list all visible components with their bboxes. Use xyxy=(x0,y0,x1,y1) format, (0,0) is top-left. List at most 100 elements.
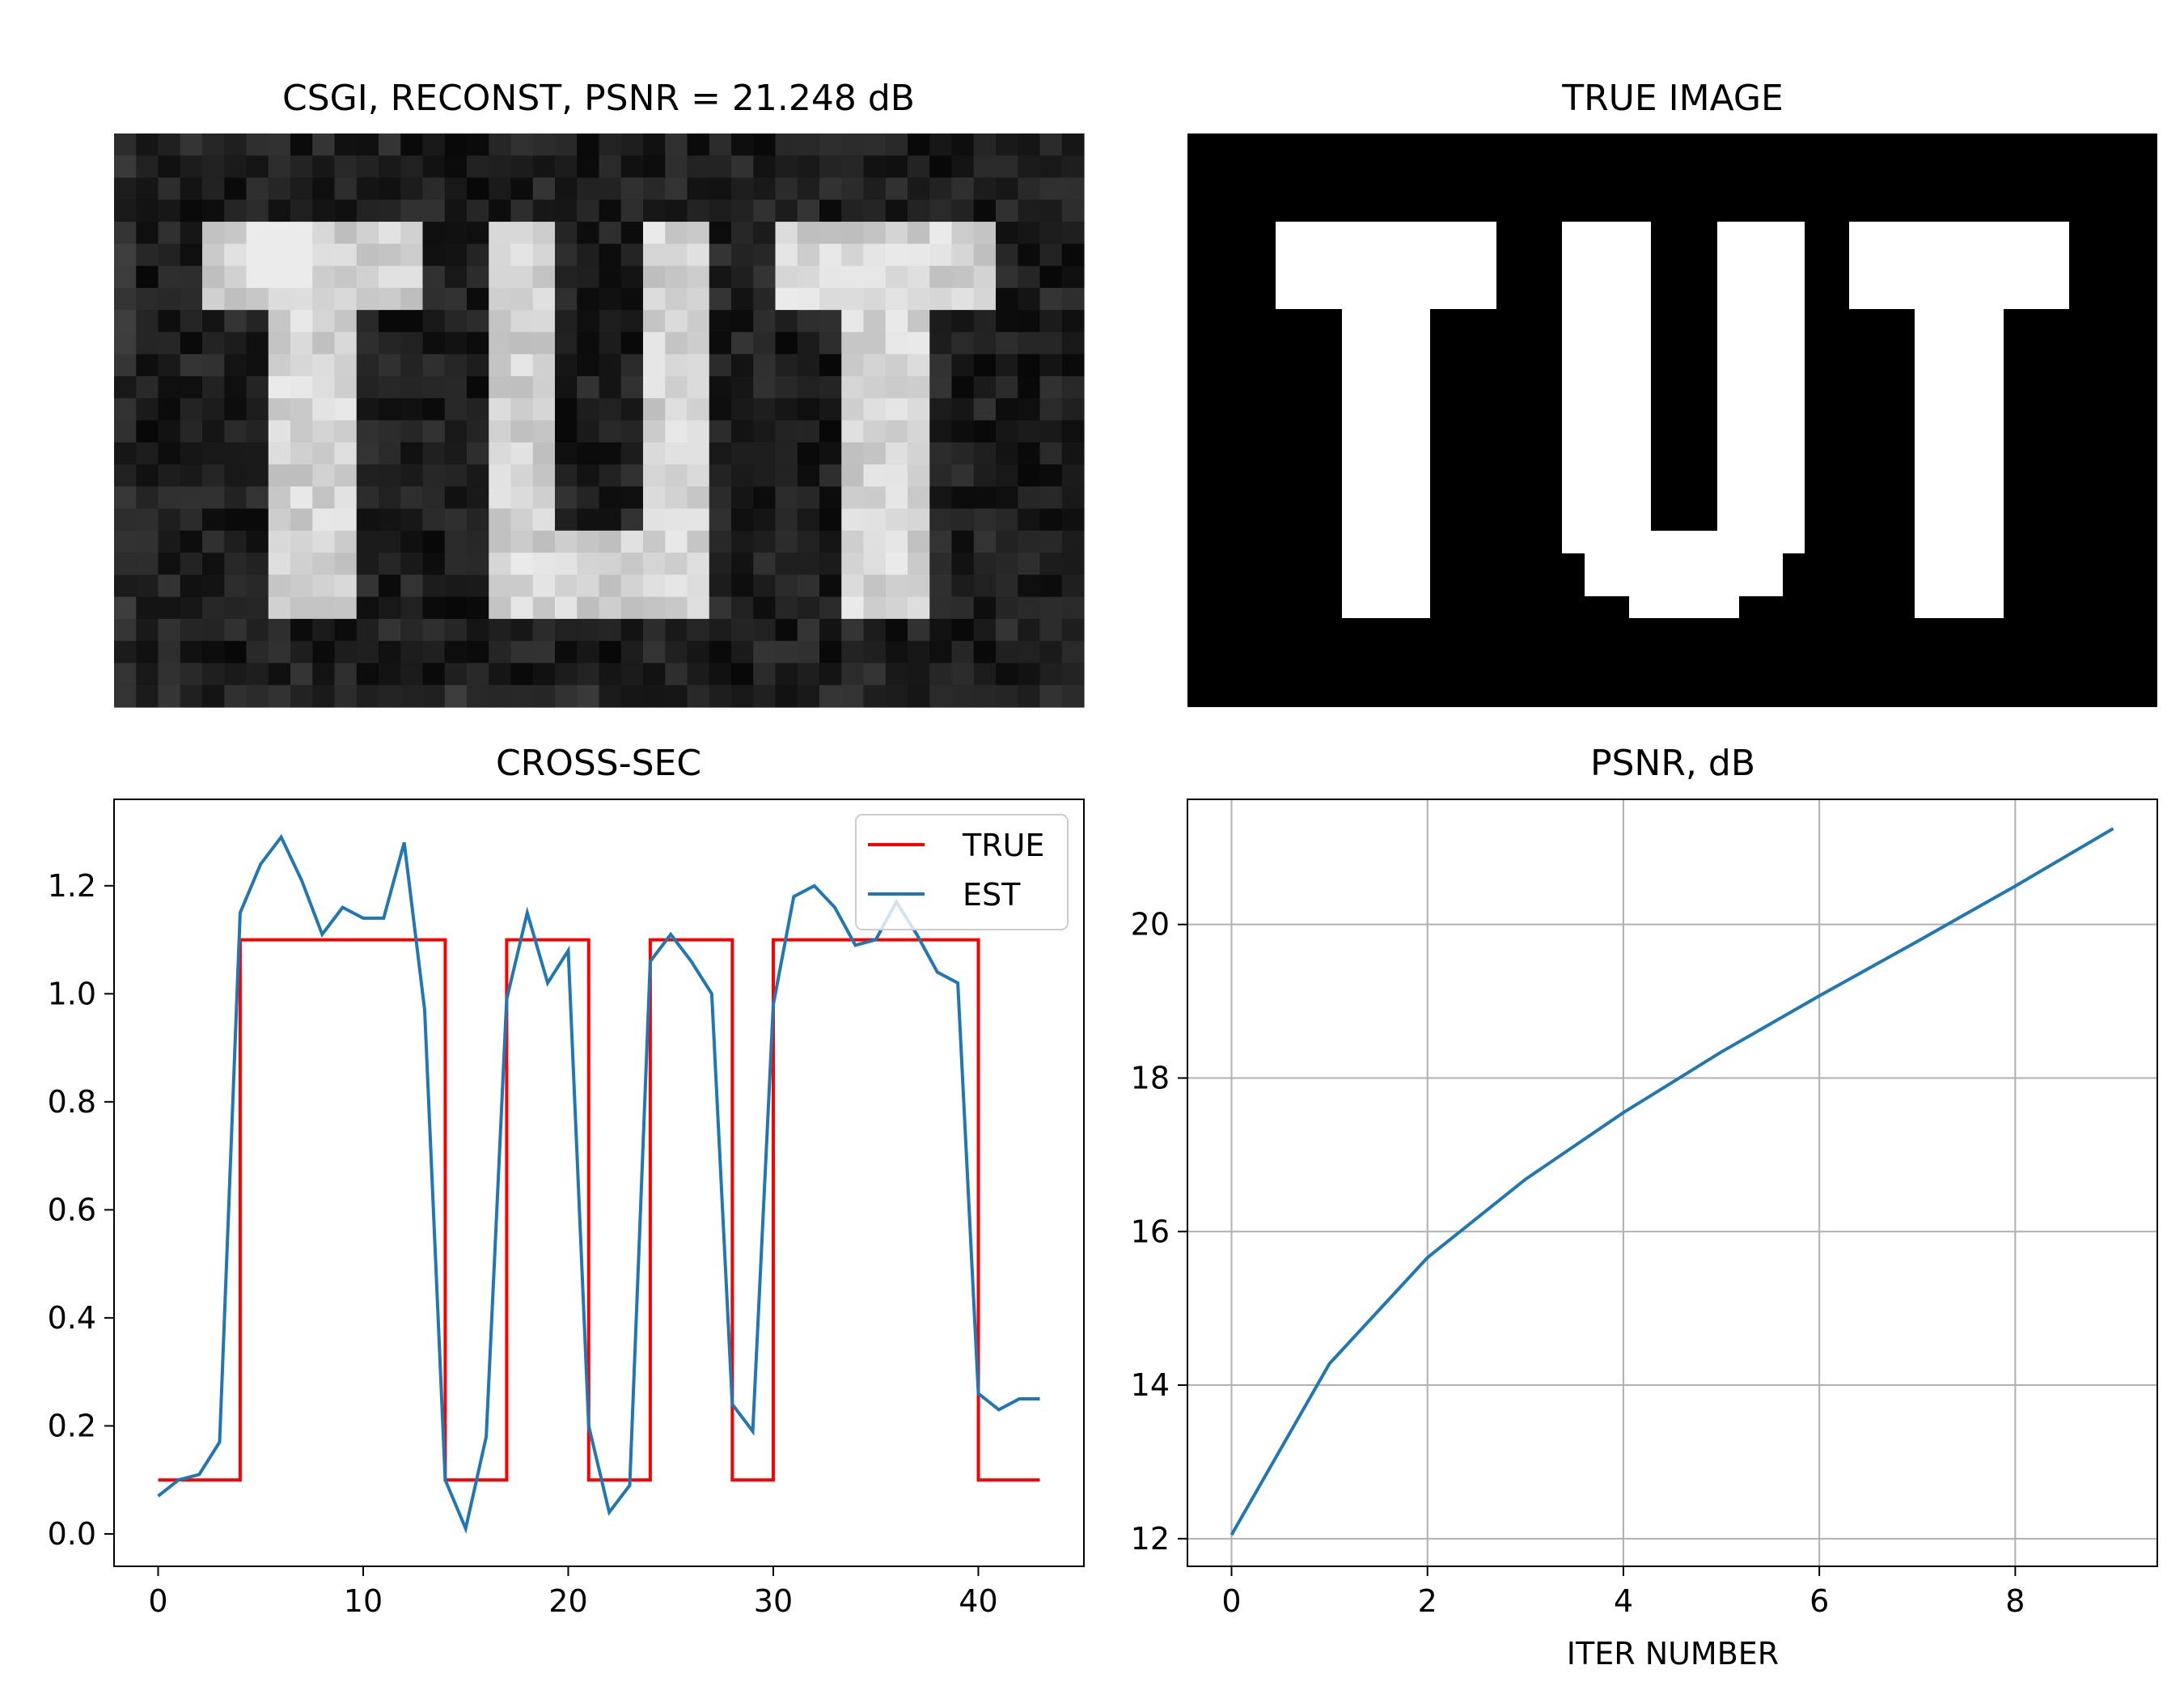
reconstruction-pixel xyxy=(136,508,159,532)
x-tick-label: 8 xyxy=(2005,1583,2025,1619)
reconstruction-pixel xyxy=(136,310,159,333)
reconstruction-pixel xyxy=(885,354,908,377)
reconstruction-pixel xyxy=(400,464,424,487)
reconstruction-pixel xyxy=(577,199,600,222)
reconstruction-pixel xyxy=(908,265,930,289)
reconstruction-pixel xyxy=(489,641,512,664)
reconstruction-pixel xyxy=(996,244,1018,267)
reconstruction-pixel xyxy=(1061,663,1085,686)
reconstruction-pixel xyxy=(334,530,358,553)
reconstruction-pixel xyxy=(510,354,534,377)
reconstruction-pixel xyxy=(1039,177,1063,201)
reconstruction-pixel xyxy=(555,486,578,510)
reconstruction-pixel xyxy=(819,508,842,532)
reconstruction-pixel xyxy=(268,641,291,664)
reconstruction-pixel xyxy=(599,464,622,487)
reconstruction-pixel xyxy=(775,530,798,553)
reconstruction-pixel xyxy=(797,442,820,465)
reconstruction-pixel xyxy=(555,684,578,708)
reconstruction-pixel xyxy=(620,420,644,443)
reconstruction-pixel xyxy=(312,287,336,311)
reconstruction-pixel xyxy=(555,155,578,179)
y-tick-label: 20 xyxy=(1131,907,1170,943)
cross-section-frame xyxy=(113,799,1085,1567)
reconstruction-pixel xyxy=(753,244,777,267)
reconstruction-pixel xyxy=(532,508,556,532)
reconstruction-pixel xyxy=(841,663,865,686)
reconstruction-pixel xyxy=(467,663,489,686)
reconstruction-pixel xyxy=(444,641,468,664)
reconstruction-pixel xyxy=(731,618,754,642)
reconstruction-pixel xyxy=(1061,332,1085,355)
reconstruction-pixel xyxy=(643,508,666,532)
reconstruction-pixel xyxy=(819,354,842,377)
reconstruction-pixel xyxy=(599,375,622,399)
reconstruction-pixel xyxy=(1039,375,1063,399)
reconstruction-pixel xyxy=(929,508,953,532)
reconstruction-pixel xyxy=(158,442,181,465)
reconstruction-pixel xyxy=(246,354,269,377)
reconstruction-pixel xyxy=(709,530,732,553)
reconstruction-pixel xyxy=(929,155,953,179)
reconstruction-pixel xyxy=(709,199,732,222)
reconstruction-pixel xyxy=(224,332,248,355)
reconstruction-pixel xyxy=(885,574,908,598)
reconstruction-pixel xyxy=(158,332,181,355)
reconstruction-pixel xyxy=(643,596,666,620)
reconstruction-pixel xyxy=(753,574,777,598)
reconstruction-pixel xyxy=(753,354,777,377)
reconstruction-pixel xyxy=(312,442,336,465)
reconstruction-pixel xyxy=(334,420,358,443)
reconstruction-pixel xyxy=(1061,618,1085,642)
reconstruction-pixel xyxy=(643,287,666,311)
y-tick-label: 12 xyxy=(1131,1521,1170,1557)
reconstruction-pixel xyxy=(996,133,1018,156)
reconstruction-pixel xyxy=(775,265,798,289)
reconstruction-pixel xyxy=(1039,199,1063,222)
reconstruction-pixel xyxy=(422,155,446,179)
reconstruction-pixel xyxy=(158,464,181,487)
reconstruction-pixel xyxy=(334,375,358,399)
reconstruction-pixel xyxy=(334,663,358,686)
reconstruction-pixel xyxy=(1018,354,1041,377)
reconstruction-pixel xyxy=(1039,486,1063,510)
reconstruction-pixel xyxy=(202,155,225,179)
reconstruction-pixel xyxy=(444,663,468,686)
reconstruction-pixel xyxy=(996,199,1018,222)
reconstruction-pixel xyxy=(290,310,313,333)
reconstruction-pixel xyxy=(620,177,644,201)
reconstruction-pixel xyxy=(841,596,865,620)
reconstruction-pixel xyxy=(510,332,534,355)
reconstruction-pixel xyxy=(731,398,754,422)
reconstruction-pixel xyxy=(422,199,446,222)
reconstruction-pixel xyxy=(180,354,203,377)
reconstruction-pixel xyxy=(797,641,820,664)
reconstruction-pixel xyxy=(290,199,313,222)
reconstruction-pixel xyxy=(555,222,578,244)
reconstruction-pixel xyxy=(489,354,512,377)
reconstruction-pixel xyxy=(841,442,865,465)
reconstruction-pixel xyxy=(797,310,820,333)
reconstruction-pixel xyxy=(400,618,424,642)
reconstruction-pixel xyxy=(885,641,908,664)
reconstruction-pixel xyxy=(1039,553,1063,575)
reconstruction-pixel xyxy=(643,244,666,267)
reconstruction-pixel xyxy=(731,442,754,465)
reconstruction-pixel xyxy=(599,574,622,598)
reconstruction-pixel xyxy=(841,641,865,664)
reconstruction-pixel xyxy=(158,618,181,642)
reconstruction-pixel xyxy=(334,553,358,575)
reconstruction-pixel xyxy=(731,420,754,443)
reconstruction-pixel xyxy=(467,332,489,355)
reconstruction-pixel xyxy=(996,574,1018,598)
reconstruction-pixel xyxy=(1018,530,1041,553)
reconstruction-pixel xyxy=(400,398,424,422)
reconstruction-pixel xyxy=(136,530,159,553)
reconstruction-pixel xyxy=(224,641,248,664)
reconstruction-pixel xyxy=(224,464,248,487)
reconstruction-pixel xyxy=(753,287,777,311)
reconstruction-pixel xyxy=(114,398,137,422)
reconstruction-pixel xyxy=(444,310,468,333)
reconstruction-pixel xyxy=(180,486,203,510)
reconstruction-pixel xyxy=(620,199,644,222)
